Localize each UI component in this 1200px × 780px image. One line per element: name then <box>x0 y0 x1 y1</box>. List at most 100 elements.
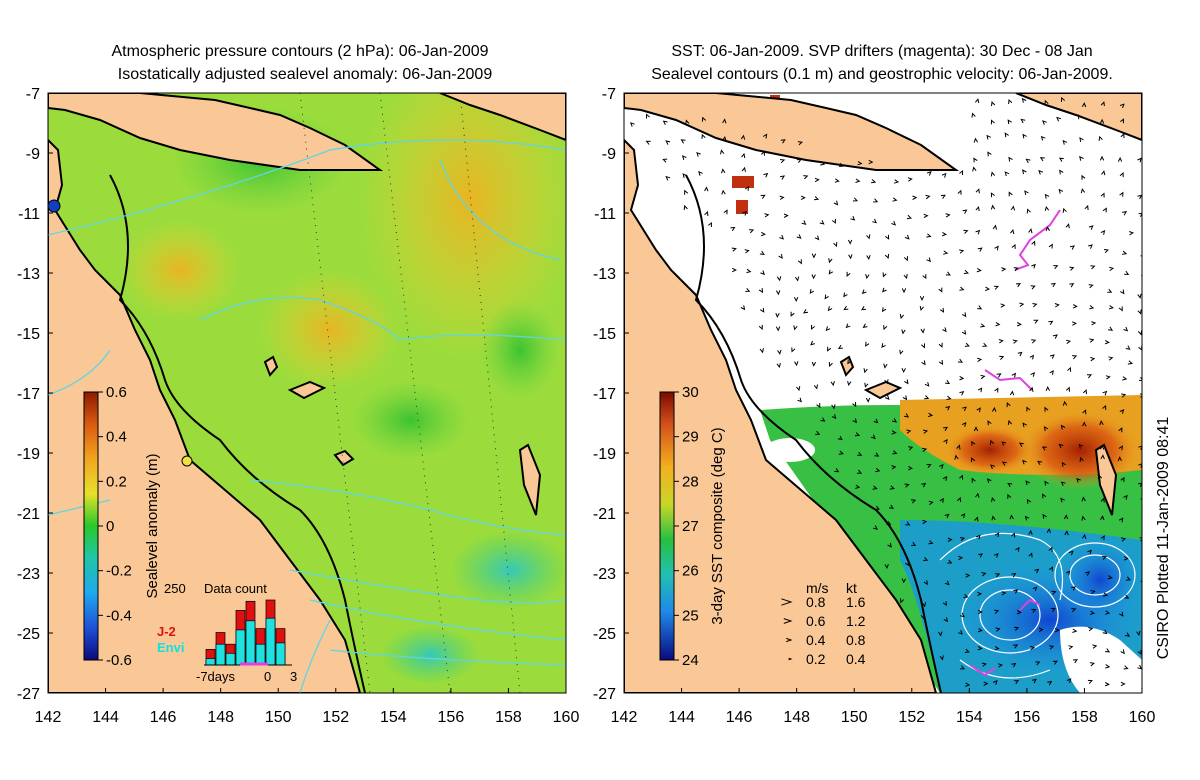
velocity-arrow <box>904 483 910 488</box>
velocity-arrow <box>911 499 917 504</box>
velocity-arrow <box>665 140 671 145</box>
velocity-arrow <box>928 412 934 418</box>
left-colorbar <box>83 391 99 661</box>
velocity-arrow <box>874 452 880 457</box>
velocity-arrow <box>1118 427 1123 433</box>
velocity-arrow <box>1065 570 1071 576</box>
right-title-line2: Sealevel contours (0.1 m) and geostrophi… <box>651 66 1113 83</box>
velocity-arrow <box>1144 515 1148 519</box>
data-count-xlabel-zero: 0 <box>264 669 271 684</box>
velocity-arrow <box>740 134 746 140</box>
velocity-arrow <box>886 521 892 526</box>
velocity-arrow <box>1141 601 1142 603</box>
velocity-arrow <box>857 160 863 166</box>
velocity-arrow <box>1016 610 1022 615</box>
sla-low-south <box>380 625 480 685</box>
velocity-arrow <box>1104 682 1110 687</box>
velocity-arrow <box>827 306 833 312</box>
velocity-arrow <box>994 532 1000 538</box>
velocity-arrow <box>796 234 802 239</box>
velocity-arrow <box>830 380 835 387</box>
velocity-arrow <box>891 430 897 435</box>
velocity-arrow <box>1010 228 1015 235</box>
velocity-arrow <box>921 447 928 452</box>
velocity-arrow <box>1124 594 1130 599</box>
tide-gauge-marker[interactable] <box>48 199 61 213</box>
velocity-arrow <box>1072 659 1079 664</box>
velocity-arrow <box>1081 533 1087 539</box>
velocity-arrow <box>865 273 870 280</box>
velocity-arrow <box>865 341 870 347</box>
velocity-arrow <box>1019 302 1025 307</box>
cloud-gap-southeast <box>1060 626 1142 693</box>
velocity-arrow <box>925 194 931 200</box>
velocity-arrow <box>847 359 852 365</box>
pressure-contour-7 <box>309 599 566 641</box>
velocity-arrow <box>961 329 967 335</box>
right-lon-label: 144 <box>668 709 695 726</box>
velocity-arrow <box>1042 120 1047 125</box>
pressure-contour-3 <box>199 296 566 341</box>
velocity-arrow <box>1078 443 1084 449</box>
velocity-arrow <box>1034 568 1040 574</box>
velocity-arrow <box>923 213 929 219</box>
velocity-arrow <box>1052 334 1058 339</box>
velocity-arrow <box>903 256 908 262</box>
velocity-arrow <box>993 285 999 290</box>
velocity-arrow <box>1072 628 1078 633</box>
velocity-arrow <box>959 612 965 618</box>
velocity-arrow <box>961 421 967 427</box>
velocity-arrow <box>962 209 968 214</box>
velocity-arrow <box>1081 174 1086 180</box>
velocity-arrow <box>665 175 671 181</box>
velocity-arrow <box>824 294 829 300</box>
velocity-arrow <box>964 648 970 653</box>
velocity-arrow <box>1088 627 1094 632</box>
velocity-arrow <box>1118 445 1123 451</box>
velocity-arrow <box>938 287 943 293</box>
velocity-arrow <box>1138 463 1142 468</box>
velocity-arrow <box>1105 648 1111 653</box>
velocity-arrow <box>942 231 948 237</box>
velocity-arrow <box>1008 191 1013 197</box>
velocity-arrow <box>862 323 868 328</box>
velocity-arrow <box>1044 205 1050 212</box>
velocity-arrow <box>959 169 964 176</box>
velocity-arrow <box>811 253 817 259</box>
velocity-arrow <box>684 189 689 195</box>
velocity-arrow <box>992 224 997 230</box>
velocity-arrow <box>943 250 949 255</box>
velocity-arrow <box>1123 326 1129 332</box>
velocity-arrow <box>963 593 969 598</box>
velocity-arrow <box>1099 155 1105 161</box>
left-lat-axis: -7 -9 -11 -13 -15 -17 -19 -21 -23 -25 -27 <box>17 86 53 703</box>
velocity-legend-header-kt: kt <box>846 580 857 596</box>
velocity-arrow <box>831 414 837 420</box>
velocity-arrow <box>1021 97 1027 103</box>
velocity-arrow <box>1119 191 1124 197</box>
right-land-australia <box>624 138 938 693</box>
velocity-arrow <box>1089 662 1095 667</box>
right-map <box>624 93 1148 693</box>
right-lon-label: 148 <box>783 709 810 726</box>
velocity-arrow <box>920 328 925 334</box>
velocity-arrow <box>776 276 782 282</box>
velocity-arrow <box>855 484 861 489</box>
velocity-arrow <box>907 177 913 182</box>
velocity-arrow <box>995 321 1001 327</box>
velocity-arrow <box>987 420 992 426</box>
tide-gauge-marker-2[interactable] <box>181 455 193 467</box>
velocity-arrow <box>662 120 668 126</box>
left-colorbar-tick-label: -0.4 <box>106 607 132 624</box>
velocity-arrow <box>959 474 964 480</box>
velocity-arrow <box>1137 664 1142 670</box>
velocity-arrow <box>1141 368 1142 369</box>
velocity-arrow <box>882 272 887 278</box>
velocity-arrow <box>1078 114 1083 120</box>
right-lon-label: 154 <box>956 709 983 726</box>
velocity-arrow <box>1102 592 1109 597</box>
left-lon-label: 150 <box>265 709 292 726</box>
velocity-arrow <box>990 464 995 470</box>
altimeter-tracks <box>299 93 521 693</box>
velocity-arrow <box>964 342 970 347</box>
